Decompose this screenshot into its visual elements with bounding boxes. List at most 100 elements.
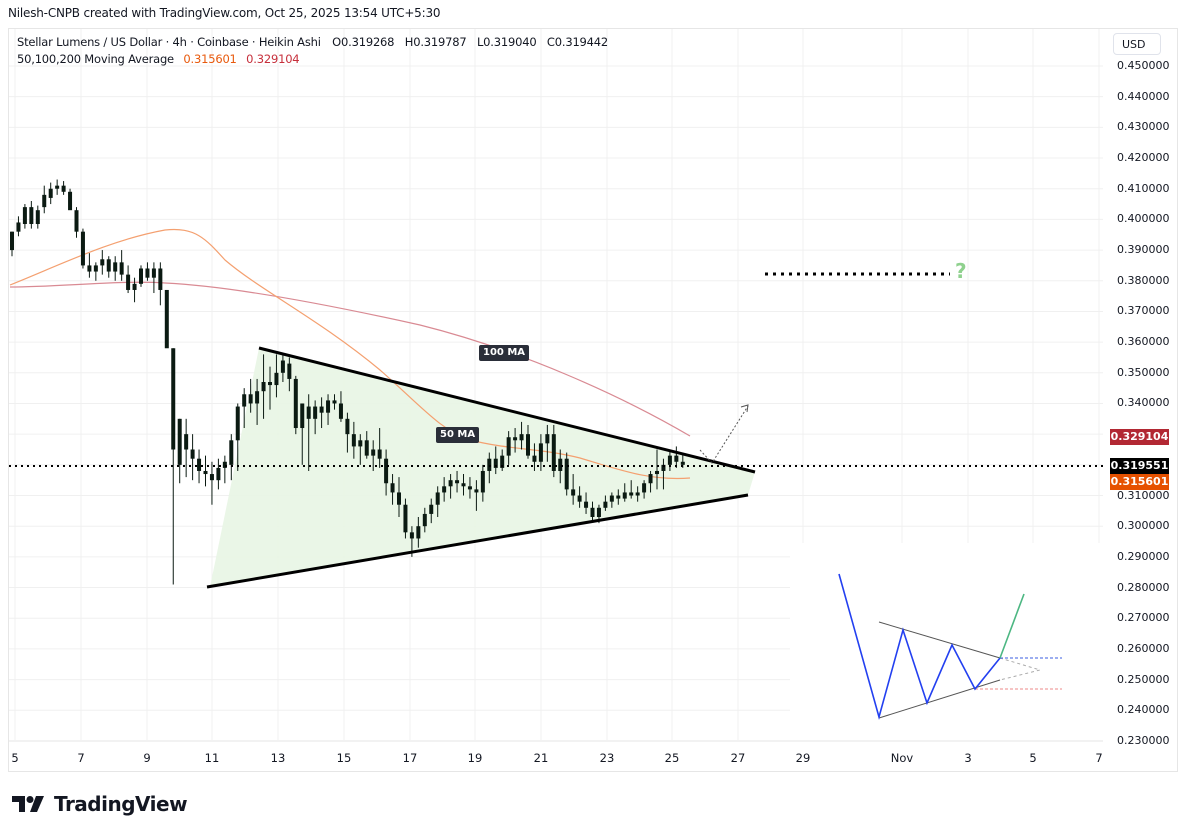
candle-body [216,467,221,481]
candle-body [171,348,176,450]
time-tick-label: 19 [467,751,483,765]
candle-body [558,458,563,471]
current-price-tag: 0.319551 [1110,458,1169,474]
candle-body [564,458,569,490]
ma100-annotation: 100 MA [479,345,530,361]
candle-body [151,268,156,278]
candle-body [242,394,247,407]
candle-body [177,418,182,465]
candle-body [571,489,576,496]
chart-frame [8,28,1178,772]
price-tick-label: 0.260000 [1117,641,1170,655]
price-tick-label: 0.400000 [1117,212,1170,226]
currency-button[interactable]: USD [1113,33,1161,55]
ma50-price-tag: 0.315601 [1110,474,1169,490]
candle-body [416,526,421,539]
candle-body [119,262,124,275]
ma100-value: 0.329104 [246,52,300,66]
time-tick-label: 25 [664,751,680,765]
price-tick-label: 0.300000 [1117,519,1170,533]
time-tick-label: 9 [143,751,151,765]
candle-body [229,440,234,465]
high-value: H0.319787 [404,35,467,49]
candle-body [29,207,34,225]
price-tick-label: 0.230000 [1117,733,1170,747]
candle-body [442,486,447,493]
time-tick-label: 17 [402,751,418,765]
candle-body [467,486,472,490]
candle-body [577,495,582,502]
candle-body [100,259,105,266]
candle-body [87,265,92,272]
inset-breakout-path [999,593,1025,659]
candle-body [493,458,498,468]
candle-body [603,501,608,508]
chart-credit: Nilesh-CNPB created with TradingView.com… [8,6,441,20]
inset-support [878,679,1001,719]
price-tick-label: 0.410000 [1117,181,1170,195]
candle-body [506,437,511,456]
candle-body [648,474,653,484]
time-tick-label: 11 [204,751,220,765]
symbol-title[interactable]: Stellar Lumens / US Dollar · 4h · Coinba… [17,35,321,49]
price-tick-label: 0.240000 [1117,703,1170,717]
candle-body [209,474,214,481]
candle-body [448,480,453,487]
candle-body [235,406,240,441]
candle-body [545,434,550,444]
time-tick-label: 3 [964,751,972,765]
candle-body [513,437,518,441]
candle-body [261,382,266,392]
ma100-price-tag: 0.329104 [1110,429,1169,445]
price-tick-label: 0.310000 [1117,488,1170,502]
candle-body [474,489,479,493]
candle-body [622,492,627,499]
low-value: L0.319040 [476,35,537,49]
candle-body [332,400,337,404]
candle-body [61,185,66,192]
tradingview-brand[interactable]: TradingView [12,792,188,816]
candle-body [435,492,440,505]
candle-body [667,455,672,465]
triangle-support-line [206,493,749,589]
question-mark-icon: ? [955,259,967,283]
candle-body [35,210,40,225]
candle-body [222,461,227,468]
candle-body [616,495,621,499]
candle-body [519,434,524,441]
candle-body [596,507,601,517]
inset-price-path [838,573,1001,720]
candle-body [22,207,27,225]
ma50-value: 0.315601 [183,52,237,66]
candle-body [455,480,460,484]
inset-resistance [878,621,1001,659]
candle-body [293,378,298,429]
candle-body [197,458,202,471]
price-tick-label: 0.440000 [1117,89,1170,103]
price-tick-label: 0.290000 [1117,549,1170,563]
price-tick-label: 0.360000 [1117,335,1170,349]
candle-body [203,470,208,475]
price-tick-label: 0.350000 [1117,365,1170,379]
candle-body [551,434,556,471]
candle-body [255,391,260,404]
candle-body [158,268,163,290]
candle-body [609,495,614,502]
candle-body [377,449,382,459]
chart-legend: Stellar Lumens / US Dollar · 4h · Coinba… [17,34,615,68]
price-tick-label: 0.340000 [1117,396,1170,410]
candle-body [532,455,537,462]
ma-indicator-title[interactable]: 50,100,200 Moving Average [17,52,174,66]
price-tick-label: 0.430000 [1117,120,1170,134]
candle-body [680,461,685,465]
candle-body [16,222,21,232]
time-tick-label: 13 [270,751,286,765]
price-tick-label: 0.270000 [1117,611,1170,625]
candle-body [190,449,195,459]
candle-body [351,434,356,447]
candle-body [184,434,189,450]
candle-body [132,283,137,290]
breakout-arrow [699,405,749,464]
candle-body [538,443,543,462]
